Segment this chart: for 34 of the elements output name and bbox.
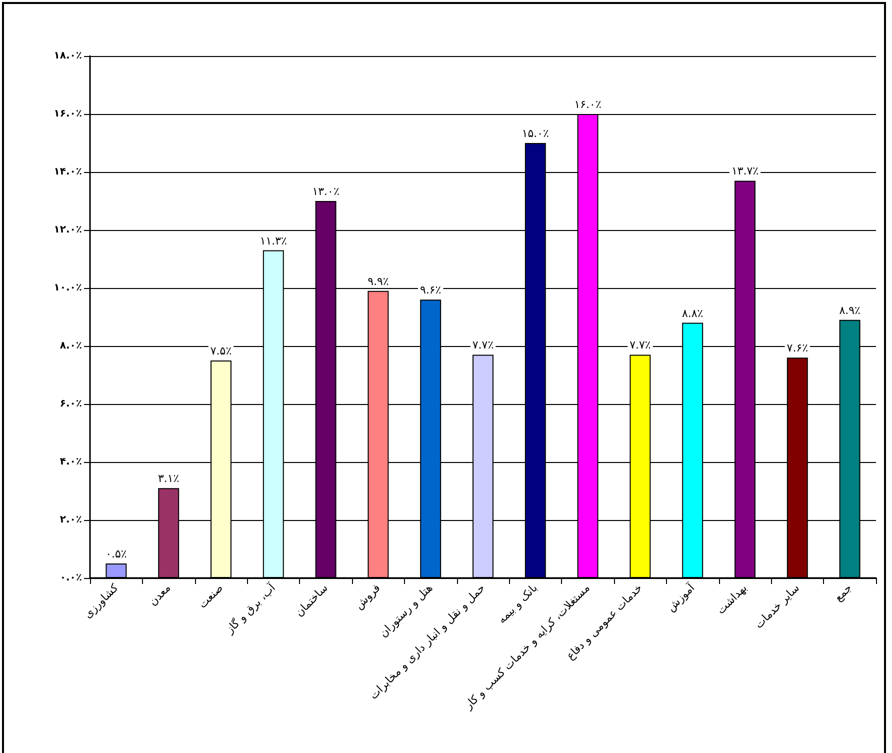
x-tick-label: فروش (352, 581, 383, 612)
y-tick-label: ۴.۰٪ (60, 456, 82, 468)
y-tick-label: ۱۶.۰٪ (54, 108, 82, 120)
x-tick-label: ساختمان (292, 581, 330, 620)
data-label: ۹.۹٪ (368, 274, 389, 288)
data-label: ۷.۷٪ (630, 338, 651, 352)
y-tick-label: ۱۸.۰٪ (54, 50, 82, 62)
y-tick-label: ۱۰.۰٪ (54, 282, 82, 294)
x-tick-label: معدن (146, 581, 174, 608)
data-label: ۱۵.۰٪ (522, 127, 550, 140)
data-label: ۷.۶٪ (786, 342, 808, 355)
x-tick-label: بانک و بیمه (495, 581, 540, 626)
data-label: ۱۳.۷٪ (731, 164, 759, 178)
x-tick-label: بهداشت (714, 581, 750, 617)
data-label: ۹.۶٪ (420, 284, 442, 297)
data-label: ۱۳.۰٪ (312, 185, 340, 198)
y-tick-label: ۱۲.۰٪ (54, 224, 82, 236)
data-label: ۷.۵٪ (210, 344, 232, 358)
data-label: ۳.۱٪ (158, 472, 180, 486)
x-tick-label: آموزش (664, 580, 698, 614)
x-tick-label: سایر خدمات (752, 581, 802, 632)
x-tick-label: کشاورزی (81, 580, 122, 621)
data-label: ۱۶.۰٪ (574, 98, 602, 111)
data-label: ۷.۷٪ (472, 338, 494, 352)
data-label: ۸.۸٪ (682, 306, 704, 320)
y-tick-label: ۶.۰٪ (60, 398, 82, 410)
data-label: ۰.۵٪ (106, 548, 127, 560)
y-tick-label: ۲.۰٪ (60, 514, 82, 526)
data-label: ۱۱.۳٪ (260, 234, 288, 248)
y-tick-label: ۸.۰٪ (60, 340, 82, 352)
y-tick-label: ۱۴.۰٪ (54, 166, 82, 178)
y-tick-label: ۰.۰٪ (60, 572, 82, 584)
x-tick-label: جمع (832, 581, 854, 604)
data-label: ۸.۹٪ (839, 304, 860, 317)
